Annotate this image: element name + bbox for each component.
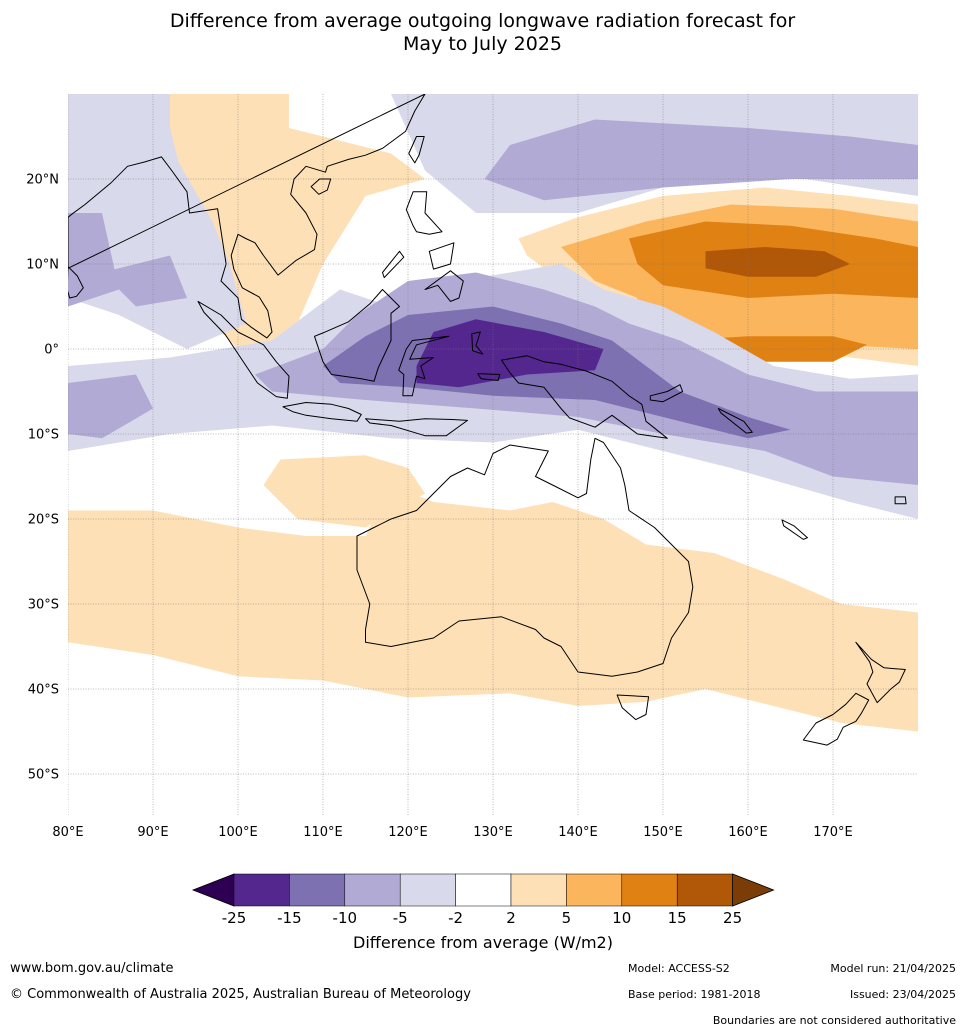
coastline-lesser-sunda-islands xyxy=(365,418,468,437)
colorbar-bin xyxy=(566,873,623,907)
graticule xyxy=(68,94,918,816)
latitude-label: 10°N xyxy=(26,258,59,273)
colorbar-bin xyxy=(676,873,733,907)
colorbar-tick-label: -5 xyxy=(393,909,408,927)
colorbar-bin xyxy=(344,873,401,907)
coastline-java xyxy=(282,402,362,422)
colorbar-bin xyxy=(233,873,290,907)
latitude-label: 20°S xyxy=(28,513,59,528)
colorbar-bin xyxy=(621,873,678,907)
copyright-text: © Commonwealth of Australia 2025, Austra… xyxy=(10,987,471,1002)
coastline-sumatra xyxy=(197,300,290,399)
coastline-new-caledonia xyxy=(781,519,808,540)
model-run-text: Model run: 21/04/2025 xyxy=(830,962,956,975)
coastline-halmahera xyxy=(471,331,484,355)
latitude-label: 30°S xyxy=(28,598,59,613)
colorbar-bin xyxy=(455,873,512,907)
map-title: Difference from average outgoing longwav… xyxy=(0,10,965,56)
latitude-label: 50°S xyxy=(28,768,59,783)
latitude-label: 20°N xyxy=(26,173,59,188)
colorbar-high-extend xyxy=(732,873,775,907)
title-line-2: May to July 2025 xyxy=(403,33,562,55)
colorbar-tick-label: 5 xyxy=(562,909,572,927)
coastline-palawan xyxy=(382,250,405,279)
coastline-solomon-islands xyxy=(717,408,753,434)
colorbar-tick-label: 10 xyxy=(612,909,631,927)
longitude-label: 150°E xyxy=(643,825,683,840)
anomaly-region xyxy=(68,374,153,439)
coastline-new-britain xyxy=(649,384,684,403)
disclaimer-text: Boundaries are not considered authoritat… xyxy=(712,1014,956,1027)
longitude-label: 80°E xyxy=(52,825,83,840)
colorbar-bin xyxy=(399,873,456,907)
coastline-sri-lanka xyxy=(68,266,84,299)
coastline-australia xyxy=(356,437,694,677)
coastline-sulawesi xyxy=(398,335,450,397)
colorbar: -25 -15 -10 -5 -2 2 5 10 15 25 xyxy=(191,873,775,927)
longitude-label: 110°E xyxy=(303,825,343,840)
latitude-label: 0° xyxy=(44,343,59,358)
latitude-label: 40°S xyxy=(28,683,59,698)
longitude-label: 160°E xyxy=(728,825,768,840)
coastline-seram xyxy=(477,373,501,381)
longitude-label: 170°E xyxy=(813,825,853,840)
colorbar-tick-label: -15 xyxy=(277,909,302,927)
colorbar-low-extend xyxy=(191,873,235,907)
coastline-fiji xyxy=(894,496,907,505)
colorbar-bin xyxy=(289,873,346,907)
coastline-hainan xyxy=(310,178,332,195)
anomaly-region xyxy=(484,119,918,201)
base-period-text: Base period: 1981-2018 xyxy=(628,988,761,1001)
coastline-new-zealand-south-island xyxy=(802,692,870,746)
coastline-borneo xyxy=(314,289,400,382)
coastline-new-guinea xyxy=(501,355,668,439)
axis-labels: 80°E 90°E 100°E 110°E 120°E 130°E 140°E 150°E 16… xyxy=(26,173,853,841)
anomaly-region xyxy=(102,255,187,307)
model-text: Model: ACCESS-S2 xyxy=(628,962,730,975)
issued-text: Issued: 23/04/2025 xyxy=(849,988,956,1001)
colorbar-title: Difference from average (W/m2) xyxy=(353,933,613,952)
colorbar-tick-label: 25 xyxy=(723,909,742,927)
anomaly-region xyxy=(263,455,425,528)
longitude-label: 140°E xyxy=(558,825,598,840)
longitude-label: 120°E xyxy=(388,825,428,840)
coastline-luzon xyxy=(405,191,443,235)
colorbar-tick-label: -2 xyxy=(448,909,463,927)
coastline-mainland-asia xyxy=(68,94,426,339)
colorbar-tick-label: 15 xyxy=(668,909,687,927)
anomaly-region xyxy=(68,485,918,732)
coastline-tasmania xyxy=(616,694,650,721)
longitude-label: 100°E xyxy=(218,825,258,840)
latitude-label: 10°S xyxy=(28,428,59,443)
coastline-taiwan xyxy=(408,136,425,164)
colorbar-tick-label: 2 xyxy=(506,909,516,927)
colorbar-tick-label: -10 xyxy=(333,909,358,927)
longitude-label: 130°E xyxy=(473,825,513,840)
colorbar-tick-label: -25 xyxy=(222,909,247,927)
longitude-label: 90°E xyxy=(137,825,168,840)
coastline-new-zealand-north-island xyxy=(855,641,906,704)
anomaly-region xyxy=(705,247,850,277)
title-line-1: Difference from average outgoing longwav… xyxy=(169,10,796,32)
colorbar-bin xyxy=(510,873,567,907)
anomaly-region xyxy=(416,319,604,388)
website-link[interactable]: www.bom.gov.au/climate xyxy=(10,961,174,976)
coastline-mindanao xyxy=(424,270,464,302)
coastline-visayas xyxy=(428,242,455,270)
coastlines xyxy=(68,94,907,746)
